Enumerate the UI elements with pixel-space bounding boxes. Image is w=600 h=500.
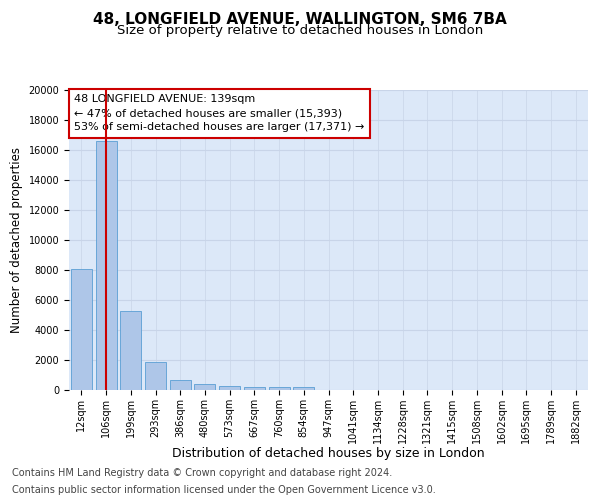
Text: 48 LONGFIELD AVENUE: 139sqm
← 47% of detached houses are smaller (15,393)
53% of: 48 LONGFIELD AVENUE: 139sqm ← 47% of det…	[74, 94, 365, 132]
Text: Contains public sector information licensed under the Open Government Licence v3: Contains public sector information licen…	[12, 485, 436, 495]
Bar	[71, 268, 92, 390]
Bar	[120, 310, 141, 390]
X-axis label: Distribution of detached houses by size in London: Distribution of detached houses by size …	[172, 448, 485, 460]
Bar	[170, 380, 191, 390]
Text: Size of property relative to detached houses in London: Size of property relative to detached ho…	[117, 24, 483, 37]
Y-axis label: Number of detached properties: Number of detached properties	[10, 147, 23, 333]
Bar	[293, 388, 314, 390]
Bar	[269, 387, 290, 390]
Text: Contains HM Land Registry data © Crown copyright and database right 2024.: Contains HM Land Registry data © Crown c…	[12, 468, 392, 477]
Bar	[194, 384, 215, 390]
Bar	[95, 141, 116, 390]
Bar	[244, 386, 265, 390]
Bar	[219, 386, 240, 390]
Bar	[145, 362, 166, 390]
Text: 48, LONGFIELD AVENUE, WALLINGTON, SM6 7BA: 48, LONGFIELD AVENUE, WALLINGTON, SM6 7B…	[93, 12, 507, 28]
